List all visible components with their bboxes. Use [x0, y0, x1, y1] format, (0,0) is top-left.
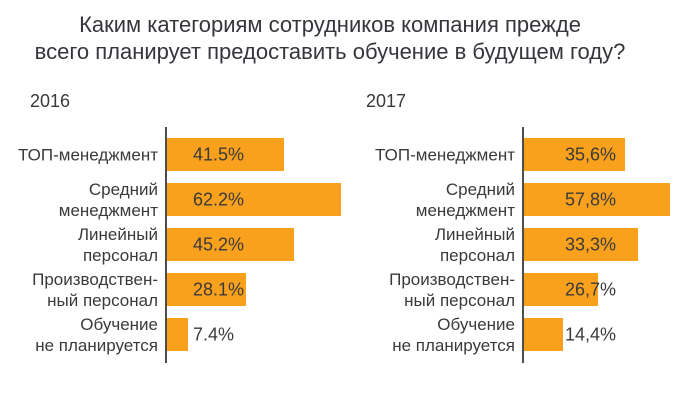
bar	[524, 273, 598, 306]
chart-title-line1: Каким категориям сотрудников компания пр…	[79, 12, 581, 37]
year-label: 2016	[30, 91, 71, 111]
value-label: 57,8%	[565, 189, 617, 209]
category-label: Обучение не планируется	[392, 314, 515, 355]
axis-line	[165, 127, 167, 363]
bar	[524, 318, 563, 351]
bar	[524, 183, 670, 216]
value-label: 33,3%	[565, 234, 617, 254]
category-label: Линейный персонал	[434, 224, 515, 265]
bar	[524, 228, 638, 261]
value-label: 35,6%	[565, 144, 617, 164]
value-label: 14,4%	[565, 324, 617, 344]
chart-title: Каким категориям сотрудников компания пр…	[0, 11, 660, 65]
axis-line	[522, 127, 524, 363]
category-label: ТОП-менеджмент	[375, 145, 515, 164]
category-label: Средний менеджмент	[415, 179, 515, 220]
value-label: 26,7%	[565, 279, 617, 299]
bar	[524, 138, 625, 171]
category-label: Производствен-ный персонал	[389, 269, 515, 310]
chart-title-line2: всего планирует предоставить обучение в …	[34, 39, 626, 64]
year-label: 2017	[366, 91, 407, 111]
